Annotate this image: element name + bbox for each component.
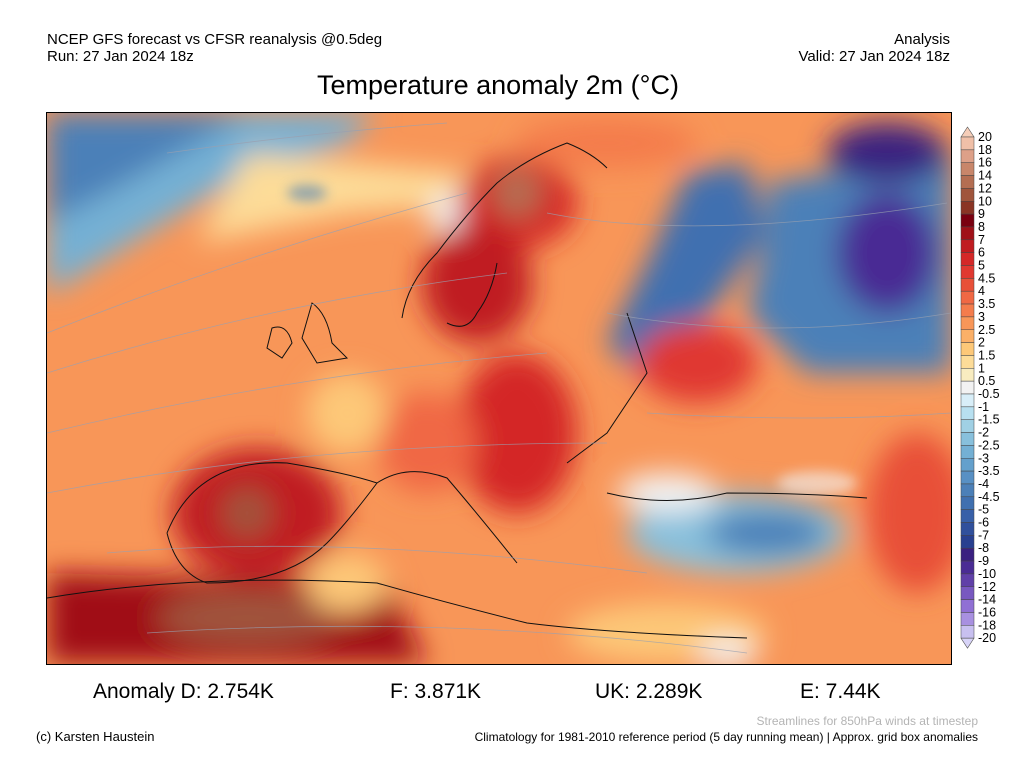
colorbar-swatch bbox=[960, 329, 975, 343]
colorbar-swatch bbox=[960, 522, 975, 536]
colorbar-tick-label: -0.5 bbox=[978, 387, 1000, 401]
colorbar-tick-label: -9 bbox=[978, 554, 989, 568]
colorbar-tick-label: -2 bbox=[978, 426, 989, 440]
colorbar-tick-label: -18 bbox=[978, 618, 996, 632]
anomaly-field bbox=[47, 113, 951, 664]
colorbar-tick-label: 12 bbox=[978, 181, 992, 195]
analysis-label: Analysis bbox=[894, 31, 950, 48]
colorbar-tick-label: 6 bbox=[978, 246, 985, 260]
colorbar-swatch bbox=[960, 201, 975, 215]
model-description: NCEP GFS forecast vs CFSR reanalysis @0.… bbox=[47, 31, 383, 48]
colorbar-swatch bbox=[960, 162, 975, 176]
colorbar-swatch bbox=[960, 368, 975, 382]
colorbar-tick-label: -20 bbox=[978, 631, 996, 645]
colorbar-tick-label: 2 bbox=[978, 336, 985, 350]
valid-time: Valid: 27 Jan 2024 18z bbox=[798, 48, 950, 65]
colorbar-swatch bbox=[960, 213, 975, 228]
colorbar-swatch bbox=[960, 342, 975, 356]
colorbar-swatch bbox=[960, 419, 975, 433]
colorbar-tick-label: 1.5 bbox=[978, 348, 995, 362]
colorbar-swatch bbox=[960, 560, 975, 575]
climatology-note: Climatology for 1981-2010 reference peri… bbox=[474, 730, 978, 744]
colorbar-swatch bbox=[960, 226, 975, 241]
colorbar-tick-label: 20 bbox=[978, 130, 992, 144]
colorbar-legend: 20 18 16 14 12 10 9 8 7 6 5 4.5 4 3.5 3 2.5 2 1.5 1 0.5 -0.5… bbox=[958, 126, 1018, 656]
colorbar-swatch bbox=[960, 599, 975, 613]
colorbar-swatch bbox=[960, 265, 975, 279]
map-title: Temperature anomaly 2m (°C) bbox=[317, 70, 679, 100]
colorbar-swatch bbox=[960, 406, 975, 420]
colorbar-tick-label: -4 bbox=[978, 477, 989, 491]
run-time: Run: 27 Jan 2024 18z bbox=[47, 48, 194, 65]
colorbar-swatch bbox=[960, 535, 975, 549]
colorbar-swatch bbox=[960, 432, 975, 446]
stat-uk: UK: 2.289K bbox=[595, 680, 703, 703]
colorbar-swatch bbox=[960, 252, 975, 266]
colorbar-tick-label: 7 bbox=[978, 233, 985, 247]
colorbar-swatch bbox=[960, 445, 975, 459]
colorbar-swatch bbox=[960, 483, 975, 498]
colorbar-swatch bbox=[960, 136, 975, 151]
colorbar-arrow-bottom bbox=[960, 637, 975, 649]
colorbar-tick-label: -3 bbox=[978, 451, 989, 465]
colorbar-swatch bbox=[960, 509, 975, 523]
colorbar-swatch bbox=[960, 278, 975, 292]
colorbar-tick-label: -16 bbox=[978, 605, 996, 619]
stat-domain-anomaly: Anomaly D: 2.754K bbox=[93, 680, 274, 703]
colorbar-tick-label: -7 bbox=[978, 528, 989, 542]
colorbar-tick-label: -10 bbox=[978, 567, 996, 581]
colorbar-swatch bbox=[960, 239, 975, 253]
colorbar-swatch bbox=[960, 175, 975, 189]
colorbar-tick-label: -8 bbox=[978, 541, 989, 555]
colorbar-tick-label: 3.5 bbox=[978, 297, 995, 311]
colorbar-tick-label: -1.5 bbox=[978, 413, 1000, 427]
colorbar-tick-label: 10 bbox=[978, 194, 992, 208]
colorbar-swatch bbox=[960, 290, 975, 305]
stat-france: F: 3.871K bbox=[390, 680, 482, 703]
copyright: (c) Karsten Haustein bbox=[36, 729, 155, 744]
colorbar-swatch bbox=[960, 470, 975, 485]
colorbar-tick-label: 4 bbox=[978, 284, 985, 298]
colorbar-tick-label: -1 bbox=[978, 400, 989, 414]
colorbar-tick-label: 8 bbox=[978, 220, 985, 234]
colorbar-swatch bbox=[960, 355, 975, 369]
colorbar-tick-label: 0.5 bbox=[978, 374, 995, 388]
colorbar-swatch bbox=[960, 586, 975, 600]
colorbar-swatch bbox=[960, 149, 975, 163]
colorbar-tick-label: 16 bbox=[978, 156, 992, 170]
colorbar-tick-label: -2.5 bbox=[978, 438, 1000, 452]
colorbar-swatch bbox=[960, 380, 975, 395]
colorbar-tick-label: 9 bbox=[978, 207, 985, 221]
colorbar-swatch bbox=[960, 547, 975, 562]
colorbar-tick-label: -3.5 bbox=[978, 464, 1000, 478]
colorbar-swatch bbox=[960, 573, 975, 587]
colorbar-swatch bbox=[960, 303, 975, 318]
colorbar-swatch bbox=[960, 496, 975, 510]
colorbar-swatch bbox=[960, 188, 975, 202]
colorbar-tick-label: -6 bbox=[978, 516, 989, 530]
temperature-anomaly-map bbox=[46, 112, 952, 665]
streamlines-note: Streamlines for 850hPa winds at timestep bbox=[756, 714, 978, 728]
stat-europe: E: 7.44K bbox=[800, 680, 881, 703]
colorbar-tick-label: -5 bbox=[978, 503, 989, 517]
colorbar-tick-label: -4.5 bbox=[978, 490, 1000, 504]
colorbar-tick-label: 4.5 bbox=[978, 271, 995, 285]
colorbar-swatch bbox=[960, 625, 975, 639]
colorbar-tick-label: 3 bbox=[978, 310, 985, 324]
colorbar-tick-label: 5 bbox=[978, 259, 985, 273]
colorbar-swatch bbox=[960, 458, 975, 472]
colorbar-tick-label: 2.5 bbox=[978, 323, 995, 337]
colorbar-tick-label: 18 bbox=[978, 143, 992, 157]
colorbar-tick-label: -14 bbox=[978, 593, 996, 607]
colorbar-swatch bbox=[960, 612, 975, 626]
colorbar-tick-label: -12 bbox=[978, 580, 996, 594]
colorbar-arrow-top bbox=[960, 126, 975, 138]
colorbar-swatch bbox=[960, 316, 975, 330]
colorbar-tick-label: 1 bbox=[978, 361, 985, 375]
colorbar-swatch bbox=[960, 393, 975, 408]
colorbar-tick-label: 14 bbox=[978, 169, 992, 183]
